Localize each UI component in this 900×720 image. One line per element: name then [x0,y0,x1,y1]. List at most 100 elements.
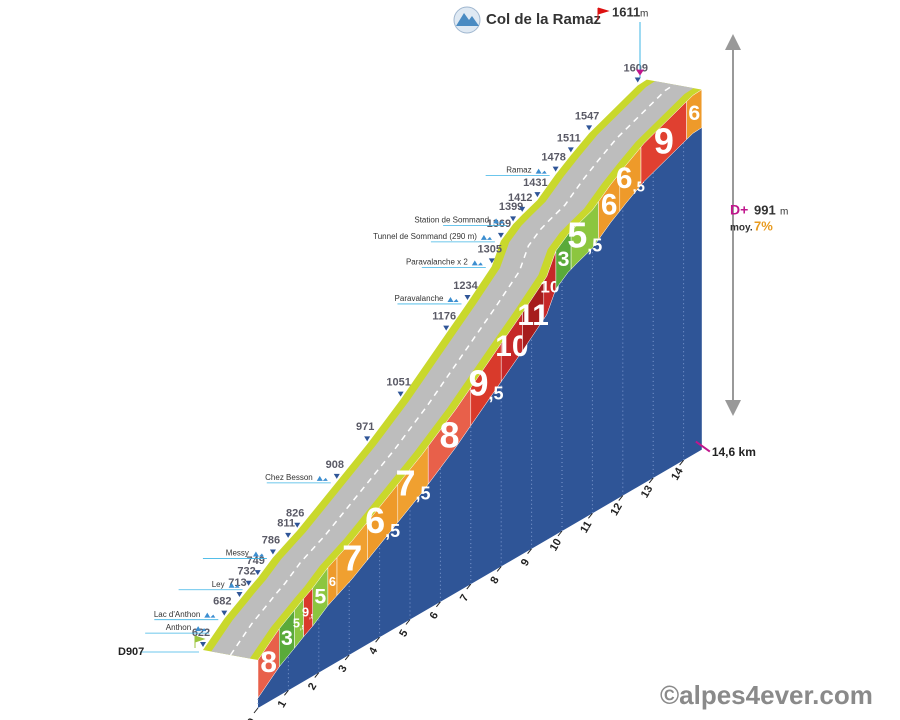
altitude-marker [510,216,517,222]
km-tick [648,477,654,484]
gradient-segment [686,89,703,141]
gradient-label: 5 [314,584,326,608]
place-icon [471,260,483,266]
altitude-label: 1431 [523,177,547,189]
place-icon [204,612,216,618]
km-tick [618,495,624,501]
average-label: moy. [730,223,753,234]
km-tick-label: 0 [245,716,258,720]
place-icon [195,626,207,632]
km-tick-label: 13 [639,484,656,501]
place-label: Chez Besson [265,473,313,482]
place-icon [493,218,505,224]
km-tick-label: 7 [458,592,471,603]
altitude-label: 826 [286,508,304,520]
gradient-label: 7 [342,537,362,578]
front-face [258,127,702,709]
altitude-marker [443,325,450,331]
gain-unit: m [780,207,788,218]
altitude-marker [364,436,371,442]
km-tick-label: 8 [488,575,501,586]
altitude-marker [397,391,404,397]
km-tick [527,548,532,555]
start-road: D907 [118,646,144,658]
altitude-marker [254,570,261,576]
gain-label: D+ [730,202,748,218]
altitude-marker [567,147,574,153]
altitude-marker [294,522,301,528]
altitude-marker [634,77,641,83]
gradient-label: 10 [540,277,559,296]
km-tick-label: 14 [669,465,686,482]
km-tick [557,530,563,537]
gradient-label: 6,5 [365,500,400,541]
km-tick-label: 9 [519,557,532,568]
gradient-label: 8 [440,414,460,455]
gradient-label: 6 [688,101,700,125]
altitude-marker [236,592,243,598]
place-icon [316,475,328,481]
altitude-label: 1547 [575,110,599,122]
gain-value: 991 [754,202,776,217]
km-tick-label: 5 [397,628,410,639]
altitude-label: 1051 [386,377,410,389]
altitude-marker [497,232,504,238]
altitude-label: 971 [356,421,374,433]
gradient-label: 7,5 [396,462,431,503]
place-label: Ramaz [506,166,531,175]
place-icon [228,582,240,588]
altitude-label: 1234 [453,280,478,292]
summit-marker [636,69,644,76]
title-block: Col de la Ramaz 1611 m [453,4,648,34]
altitude-marker [333,473,340,479]
altitude-label: 1176 [432,311,456,323]
place-label: Tunnel de Sommand (290 m) [373,232,477,241]
km-tick-label: 3 [336,663,349,674]
start-flag [194,635,206,648]
place-icon [447,296,459,302]
km-tick [588,512,593,519]
place-label: Station de Sommand [414,215,489,224]
gradient-label: 8 [260,646,277,679]
altitude-marker [519,206,526,212]
place-icon [252,551,264,557]
road [211,81,694,659]
place-label: Messy [226,549,249,558]
gradient-label: 3 [558,247,570,271]
km-tick-label: 12 [608,501,625,518]
altitude-marker [285,532,292,538]
km-tick [436,601,441,608]
altitude-label: 1478 [541,152,565,164]
title-icon-mountain [456,13,479,26]
altitude-marker [488,258,495,264]
place-label: Ley [212,580,225,589]
km-tick-label: 2 [306,681,319,692]
credit: ©alpes4ever.com [660,680,873,710]
altitude-marker [221,610,228,616]
altitude-label: 682 [213,596,231,608]
gradient-label: 3 [281,626,293,650]
summit-unit: m [640,9,648,20]
altitude-label: 908 [326,459,344,471]
km-tick-label: 4 [367,645,381,657]
summit-flag [597,7,610,20]
altitude-label: 1511 [557,132,581,144]
km-tick-label: 6 [428,610,441,621]
km-tick [466,583,472,590]
altitude-label: 1609 [623,62,647,74]
km-tick [344,654,350,661]
altitude-marker [552,166,559,172]
altitude-marker [464,294,471,300]
altitude-marker [534,192,541,198]
gradient-label: 6 [601,189,618,222]
place-label: Paravalanche x 2 [406,257,468,266]
km-tick-label: 1 [276,699,289,710]
place-icon [480,234,492,240]
gradient-label: 6 [329,574,336,589]
place-label: Lac d'Anthon [154,610,200,619]
km-tick [679,459,684,466]
gradient-label: 9 [654,120,674,161]
average-value: 7% [754,218,773,233]
length-label: 14,6 km [712,445,756,459]
